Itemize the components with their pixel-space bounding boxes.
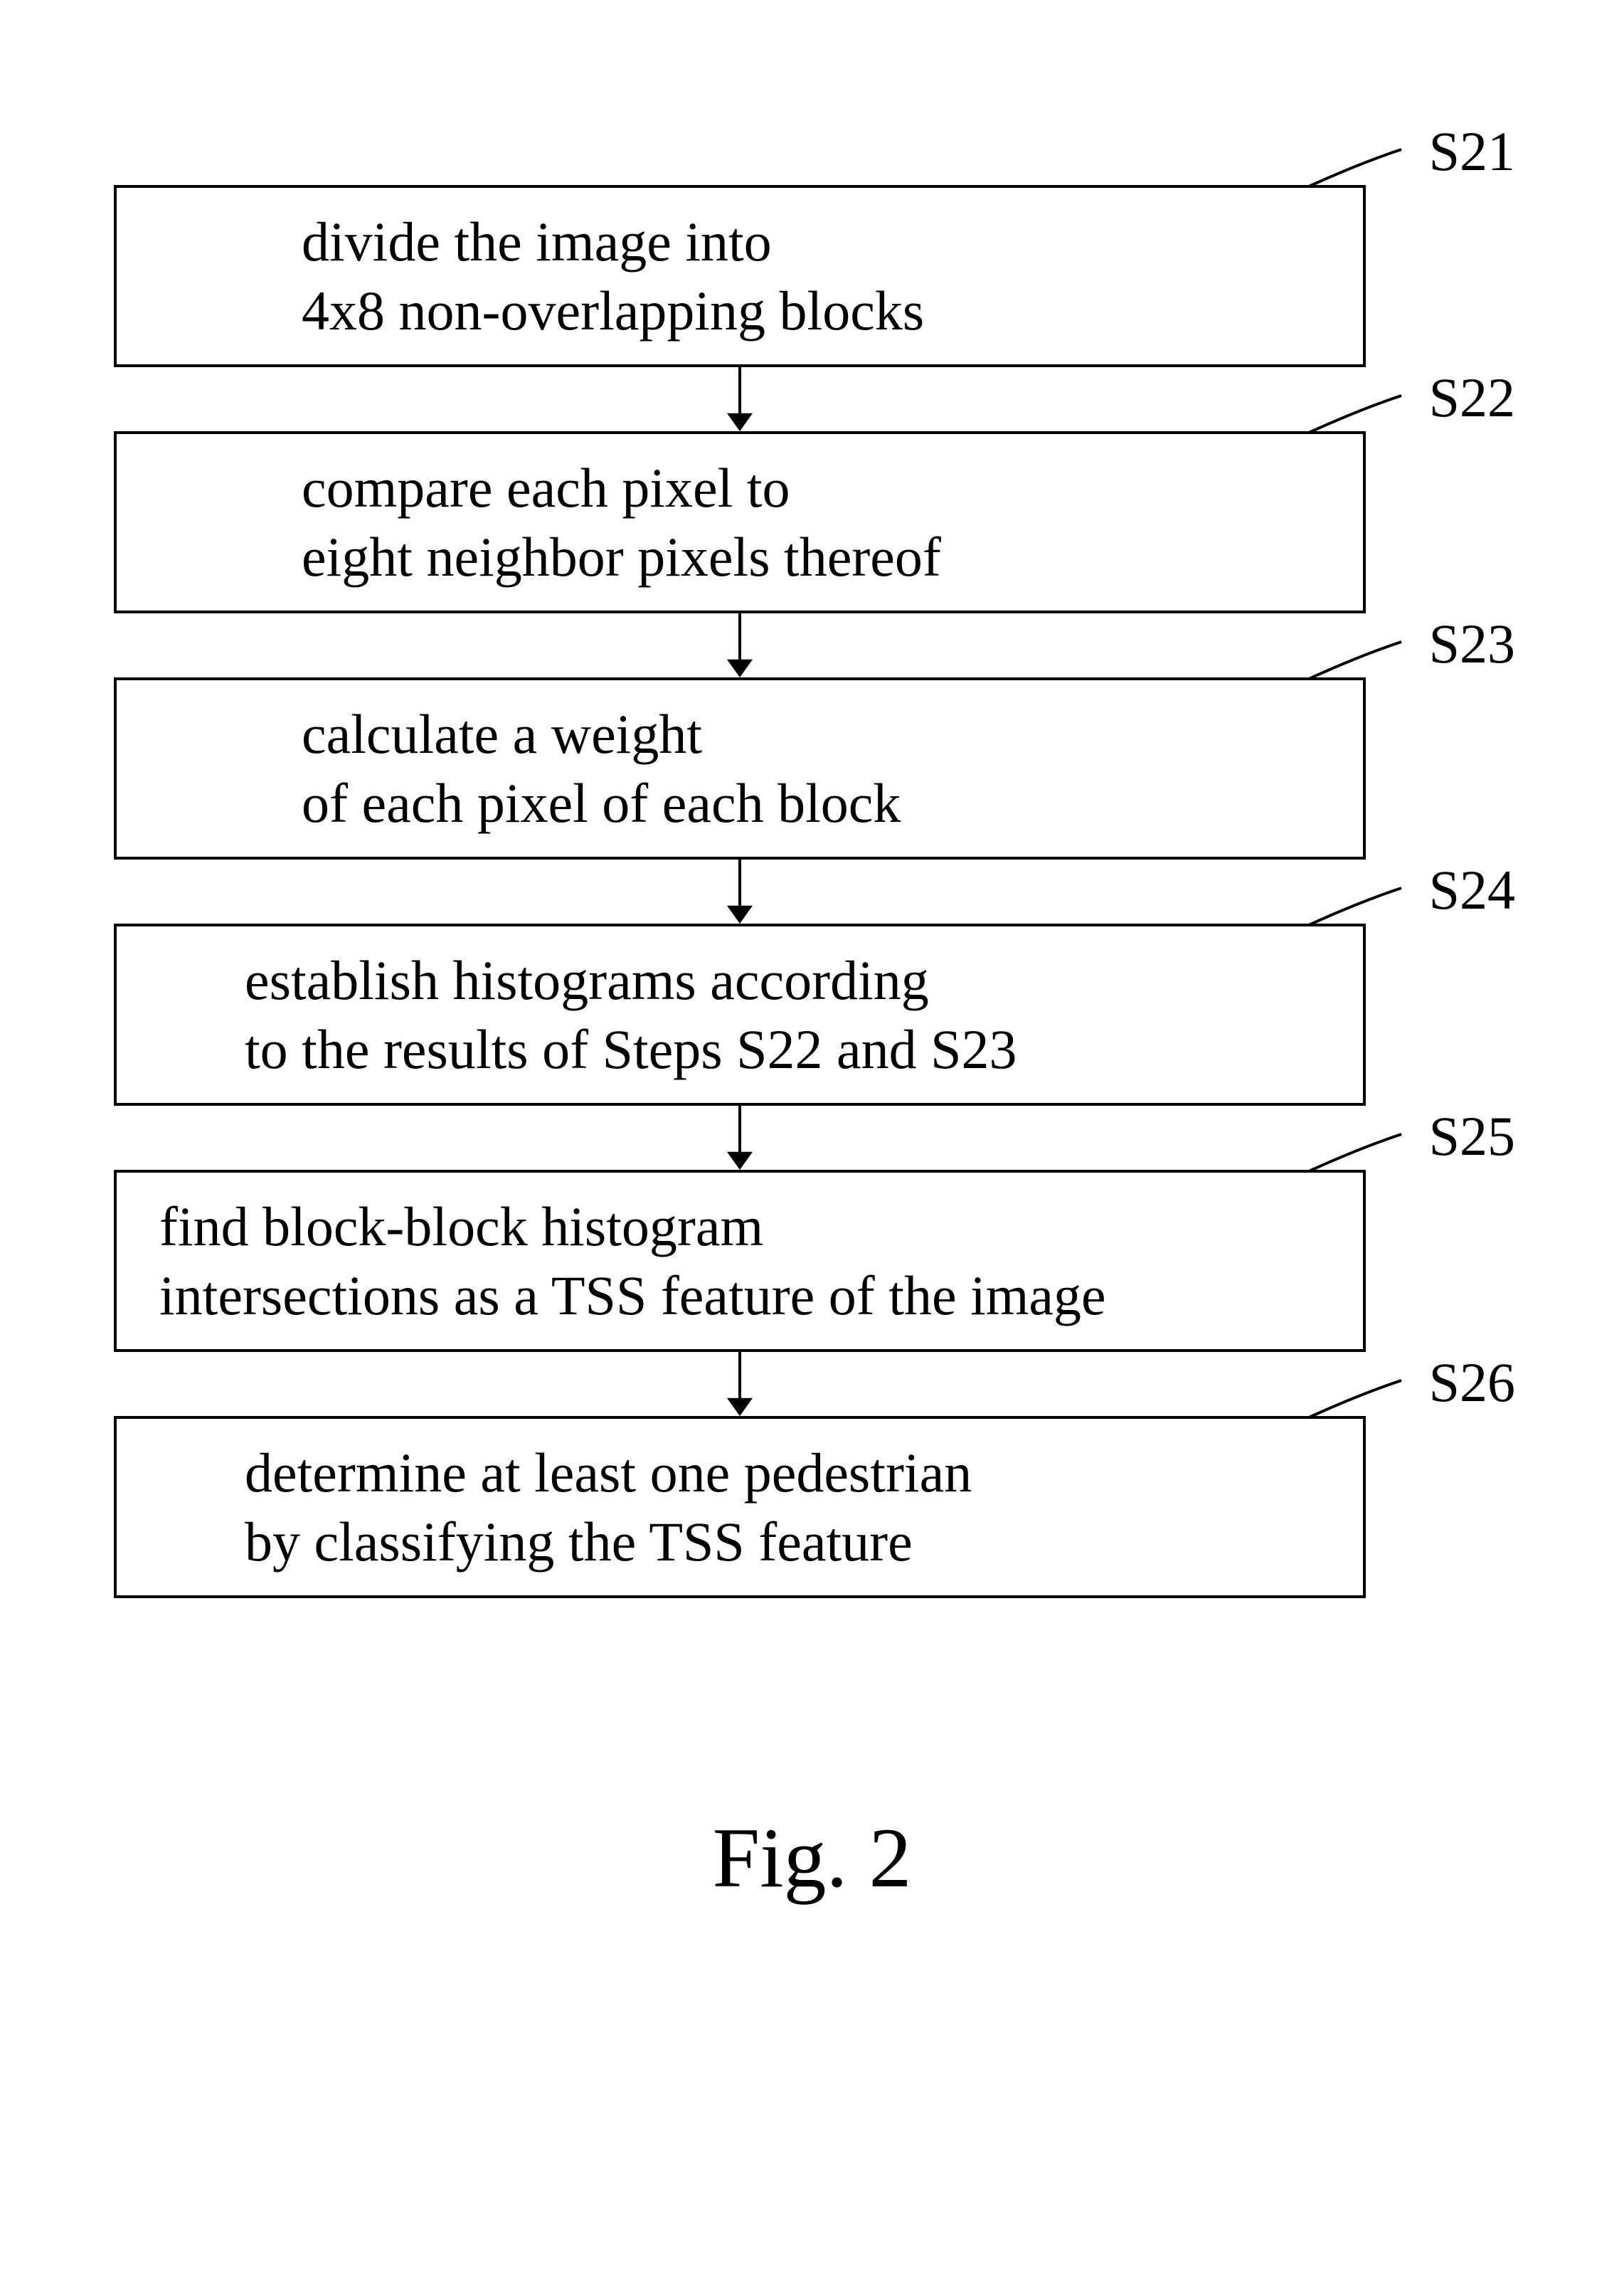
flow-step-S25: S25find block-block histogram intersecti… [114,1170,1508,1352]
step-text-S24: establish histograms according to the re… [245,946,1017,1084]
callout-S23 [114,609,1508,694]
step-box-S23: calculate a weight of each pixel of each… [114,677,1366,860]
page: S21divide the image into 4x8 non-overlap… [0,0,1624,2277]
step-box-S25: find block-block histogram intersections… [114,1170,1366,1352]
flow-step-S22: S22compare each pixel to eight neighbor … [114,431,1508,613]
callout-S21 [114,117,1508,202]
step-text-S26: determine at least one pedestrian by cla… [245,1438,972,1577]
flow-step-S23: S23calculate a weight of each pixel of e… [114,677,1508,860]
step-box-S26: determine at least one pedestrian by cla… [114,1416,1366,1598]
step-box-S24: establish histograms according to the re… [114,924,1366,1106]
step-text-S21: divide the image into 4x8 non-overlappin… [302,207,924,346]
step-box-S22: compare each pixel to eight neighbor pix… [114,431,1366,613]
step-text-S25: find block-block histogram intersections… [159,1192,1106,1331]
callout-S22 [114,363,1508,448]
step-box-S21: divide the image into 4x8 non-overlappin… [114,185,1366,367]
callout-S26 [114,1348,1508,1433]
flow-step-S26: S26determine at least one pedestrian by … [114,1416,1508,1598]
flowchart-container: S21divide the image into 4x8 non-overlap… [114,185,1508,1598]
step-text-S22: compare each pixel to eight neighbor pix… [302,453,941,592]
callout-S25 [114,1101,1508,1187]
figure-caption: Fig. 2 [0,1809,1624,1907]
flow-step-S21: S21divide the image into 4x8 non-overlap… [114,185,1508,367]
flow-step-S24: S24establish histograms according to the… [114,924,1508,1106]
callout-S24 [114,855,1508,941]
step-text-S23: calculate a weight of each pixel of each… [302,699,901,838]
